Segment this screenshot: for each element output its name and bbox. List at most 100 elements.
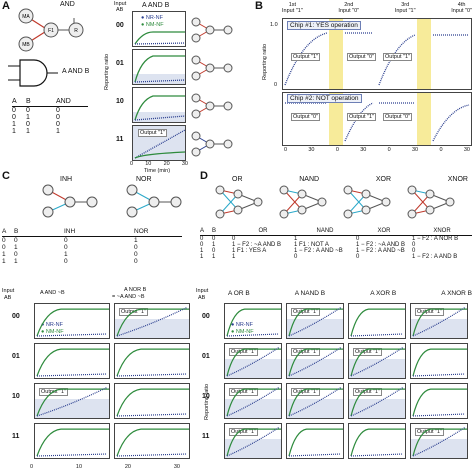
panelD-truth-cell: 0 <box>212 248 216 254</box>
panelD-subplot: Output "1" <box>286 383 344 419</box>
d-header-nand: NAND <box>316 228 334 234</box>
panel-a-plot-11: Output "1" <box>132 125 186 161</box>
panel-c-xticks: 0 10 20 30 <box>30 464 180 470</box>
legend-label: NM-NF <box>45 329 64 335</box>
subplot-curves <box>412 388 467 417</box>
gate-xor-title: XOR <box>375 176 392 183</box>
panel-a-ylabel: Reporting ratio <box>104 53 110 90</box>
node-r: R <box>74 28 78 34</box>
b-xtick: 30 <box>463 147 470 153</box>
nr-nf-curve <box>116 306 188 337</box>
nm-nf-curve <box>412 348 467 377</box>
panel-d-network-diagrams <box>215 185 455 219</box>
panelD-truth-cell: 1 − F2 : A AND B <box>412 254 458 260</box>
nm-nf-curve <box>350 388 405 417</box>
d-header-a: A <box>200 228 205 234</box>
panelD-truth-cell: 0 <box>294 254 298 260</box>
subplot-curves <box>288 346 343 377</box>
panelC-subplot <box>114 383 190 419</box>
nr-nf-curve <box>288 346 342 377</box>
panelA-truth-row: 1 1 1 <box>12 128 88 135</box>
nm-nf-curve <box>288 428 343 457</box>
panelA-truth-cell: 1 <box>12 128 16 135</box>
legend-nm-nf: ● NM-NF <box>141 22 164 28</box>
panelA-truth-cell: 1 <box>26 128 30 135</box>
nm-nf-curve <box>288 388 343 417</box>
b-header-1: 1st Input "1" <box>282 2 303 14</box>
nm-nf-curve <box>412 388 467 417</box>
nr-nf-curve <box>288 453 342 457</box>
panel-c-input-sub: AB <box>4 295 12 301</box>
panelD-subplot: Output "1" <box>286 343 344 379</box>
panelD-truth-cell: 0 <box>412 248 416 254</box>
panelA-truth-cell: 0 <box>12 114 16 121</box>
panelC-truth-row: 0 0 0 1 <box>2 237 182 244</box>
nm-nf-curve <box>412 428 467 457</box>
panelD-truth-cell: 1 <box>294 236 298 242</box>
panel-c-col-title-2: A NOR B <box>124 287 147 293</box>
nm-nf-curve <box>116 308 189 337</box>
b-xtick: 30 <box>360 147 367 153</box>
output-label: Output "1" <box>353 348 383 356</box>
panelD-subplot: Output "1" <box>224 423 282 459</box>
subplot-curves <box>116 306 189 337</box>
c-header-nor: NOR <box>134 228 149 235</box>
d-col-or: A OR B <box>228 290 250 297</box>
gate-expression: A AND B <box>62 68 90 75</box>
panel-a-network-diagram: MA MB F1 R <box>18 8 84 52</box>
gate-nor-title: NOR <box>136 176 152 183</box>
panelC-truth-cell: 1 <box>64 251 68 258</box>
panel-a-row-label-01: 01 <box>116 60 124 67</box>
b-xtick: 0 <box>387 147 391 153</box>
panelA-truth-cell: 0 <box>56 121 60 128</box>
output-label-a11: Output "1" <box>138 129 168 137</box>
panelC-row-label: 11 <box>12 433 20 440</box>
subplot-curves <box>36 386 109 417</box>
b-xtick: 0 <box>439 147 443 153</box>
panelD-subplot <box>348 303 406 339</box>
panelD-subplot: Output "1" <box>348 383 406 419</box>
panel-d-letter: D <box>200 170 208 182</box>
panelD-truth-cell: 0 <box>212 236 216 242</box>
panel-c-letter: C <box>2 170 10 182</box>
panelD-truth-cell: 1 − F2 : A NOR B <box>412 236 459 242</box>
panel-a-row-label-11: 11 <box>116 136 124 143</box>
b-xtick: 0 <box>335 147 339 153</box>
panelC-truth-cell: 0 <box>14 237 18 244</box>
subplot-curves <box>350 428 405 457</box>
panel-c-input-header: Input <box>2 288 15 294</box>
d-network-diagram <box>407 185 455 219</box>
nr-nf-curve <box>350 346 404 377</box>
panelD-truth-cell: 1 <box>212 254 216 260</box>
plot-a00-curves <box>134 31 185 45</box>
subplot-curves <box>350 346 405 377</box>
panelC-subplot <box>34 423 110 459</box>
output-label: Output "1" <box>229 348 259 356</box>
gate-nand-title: NAND <box>299 176 320 183</box>
b-header-2: 2nd Input "0" <box>338 2 360 14</box>
d-network-diagram <box>343 185 391 219</box>
panel-b-chip1-plot: Chip #1: YES operation Output "1" Output… <box>282 18 472 90</box>
output-label: Output "1" <box>291 388 321 396</box>
xtick-10: 10 <box>145 161 152 167</box>
panel-a-gate-title: AND <box>60 1 75 8</box>
subplot-curves <box>288 306 343 337</box>
panelD-truth-cell: 1 − F2 : A AND ~B <box>294 248 343 254</box>
panelC-truth-row: 1 0 1 0 <box>2 251 182 258</box>
panelD-truth-cell: 1 <box>200 248 204 254</box>
chip2-label: Chip #2: NOT operation <box>287 94 362 103</box>
panelD-subplot <box>286 423 344 459</box>
subplot-curves <box>116 428 189 457</box>
nm-nf-curve <box>36 388 109 417</box>
panelD-truth-row: 1 1 1 0 0 1 − F2 : A AND B <box>200 254 472 260</box>
subplot-curves <box>36 348 109 377</box>
subplot-curves <box>226 346 281 377</box>
nm-nf-curve <box>288 308 343 337</box>
subplot-curves <box>412 306 467 337</box>
nr-nf-curve <box>412 373 466 377</box>
panelD-truth-row: 0 1 1 − F2 : ~A AND B 1 F1 : NOT A 1 − F2 : … <box>200 242 472 248</box>
gate-inh-title: INH <box>60 176 73 183</box>
truth-header-a: A <box>12 98 17 105</box>
panelD-truth-cell: 1 <box>200 254 204 260</box>
